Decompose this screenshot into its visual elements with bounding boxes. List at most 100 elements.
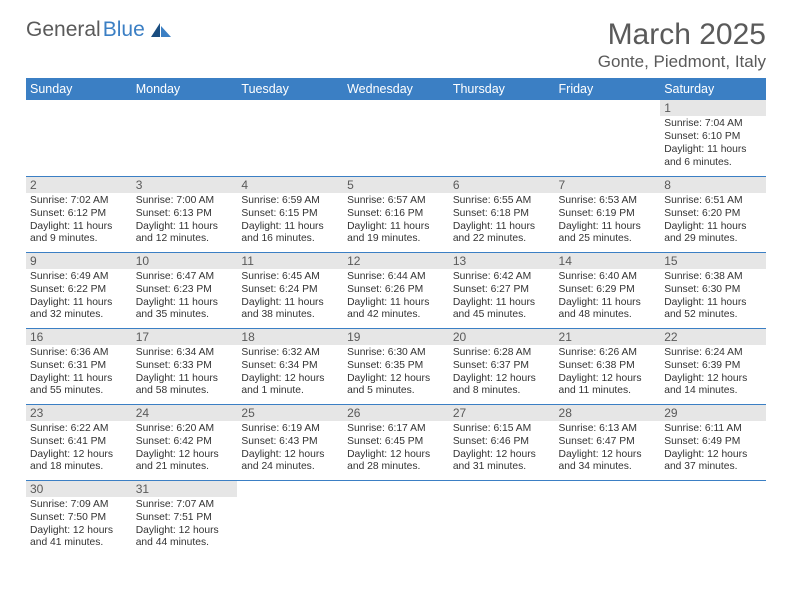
day-details: Sunrise: 6:17 AMSunset: 6:45 PMDaylight:… — [343, 421, 449, 478]
day-details: Sunrise: 6:26 AMSunset: 6:38 PMDaylight:… — [555, 345, 661, 402]
day-cell: 18Sunrise: 6:32 AMSunset: 6:34 PMDayligh… — [237, 328, 343, 404]
day-cell: 10Sunrise: 6:47 AMSunset: 6:23 PMDayligh… — [132, 252, 238, 328]
day-number: 24 — [132, 405, 238, 421]
day-details: Sunrise: 6:11 AMSunset: 6:49 PMDaylight:… — [660, 421, 766, 478]
empty-cell — [555, 480, 661, 556]
day-cell: 23Sunrise: 6:22 AMSunset: 6:41 PMDayligh… — [26, 404, 132, 480]
day-details: Sunrise: 7:07 AMSunset: 7:51 PMDaylight:… — [132, 497, 238, 554]
day-header: Thursday — [449, 78, 555, 100]
day-details: Sunrise: 6:30 AMSunset: 6:35 PMDaylight:… — [343, 345, 449, 402]
day-cell: 3Sunrise: 7:00 AMSunset: 6:13 PMDaylight… — [132, 176, 238, 252]
day-details: Sunrise: 6:57 AMSunset: 6:16 PMDaylight:… — [343, 193, 449, 250]
logo: GeneralBlue — [26, 18, 173, 42]
day-cell: 22Sunrise: 6:24 AMSunset: 6:39 PMDayligh… — [660, 328, 766, 404]
day-cell: 4Sunrise: 6:59 AMSunset: 6:15 PMDaylight… — [237, 176, 343, 252]
day-number: 21 — [555, 329, 661, 345]
day-cell: 31Sunrise: 7:07 AMSunset: 7:51 PMDayligh… — [132, 480, 238, 556]
day-number: 25 — [237, 405, 343, 421]
day-details: Sunrise: 6:20 AMSunset: 6:42 PMDaylight:… — [132, 421, 238, 478]
day-details: Sunrise: 6:36 AMSunset: 6:31 PMDaylight:… — [26, 345, 132, 402]
day-cell: 13Sunrise: 6:42 AMSunset: 6:27 PMDayligh… — [449, 252, 555, 328]
day-cell: 25Sunrise: 6:19 AMSunset: 6:43 PMDayligh… — [237, 404, 343, 480]
day-number: 22 — [660, 329, 766, 345]
day-details: Sunrise: 6:53 AMSunset: 6:19 PMDaylight:… — [555, 193, 661, 250]
day-details: Sunrise: 7:00 AMSunset: 6:13 PMDaylight:… — [132, 193, 238, 250]
empty-cell — [26, 100, 132, 176]
day-number: 1 — [660, 100, 766, 116]
day-details: Sunrise: 6:44 AMSunset: 6:26 PMDaylight:… — [343, 269, 449, 326]
day-cell: 12Sunrise: 6:44 AMSunset: 6:26 PMDayligh… — [343, 252, 449, 328]
logo-text-blue: Blue — [103, 18, 145, 42]
day-number: 20 — [449, 329, 555, 345]
empty-cell — [237, 480, 343, 556]
day-cell: 16Sunrise: 6:36 AMSunset: 6:31 PMDayligh… — [26, 328, 132, 404]
day-details: Sunrise: 6:19 AMSunset: 6:43 PMDaylight:… — [237, 421, 343, 478]
day-number: 29 — [660, 405, 766, 421]
month-title: March 2025 — [598, 18, 766, 52]
day-cell: 5Sunrise: 6:57 AMSunset: 6:16 PMDaylight… — [343, 176, 449, 252]
day-header: Monday — [132, 78, 238, 100]
day-number: 19 — [343, 329, 449, 345]
day-cell: 8Sunrise: 6:51 AMSunset: 6:20 PMDaylight… — [660, 176, 766, 252]
day-header: Friday — [555, 78, 661, 100]
empty-cell — [660, 480, 766, 556]
day-header: Saturday — [660, 78, 766, 100]
empty-cell — [449, 480, 555, 556]
day-cell: 7Sunrise: 6:53 AMSunset: 6:19 PMDaylight… — [555, 176, 661, 252]
day-details: Sunrise: 6:28 AMSunset: 6:37 PMDaylight:… — [449, 345, 555, 402]
day-number: 7 — [555, 177, 661, 193]
day-details: Sunrise: 6:47 AMSunset: 6:23 PMDaylight:… — [132, 269, 238, 326]
day-number: 13 — [449, 253, 555, 269]
day-number: 30 — [26, 481, 132, 497]
day-number: 11 — [237, 253, 343, 269]
day-number: 27 — [449, 405, 555, 421]
logo-text-gray: General — [26, 18, 101, 42]
title-block: March 2025 Gonte, Piedmont, Italy — [598, 18, 766, 72]
day-cell: 9Sunrise: 6:49 AMSunset: 6:22 PMDaylight… — [26, 252, 132, 328]
week-row: 30Sunrise: 7:09 AMSunset: 7:50 PMDayligh… — [26, 480, 766, 556]
day-cell: 24Sunrise: 6:20 AMSunset: 6:42 PMDayligh… — [132, 404, 238, 480]
empty-cell — [555, 100, 661, 176]
day-cell: 6Sunrise: 6:55 AMSunset: 6:18 PMDaylight… — [449, 176, 555, 252]
day-number: 18 — [237, 329, 343, 345]
empty-cell — [343, 100, 449, 176]
day-number: 4 — [237, 177, 343, 193]
day-number: 16 — [26, 329, 132, 345]
day-header-row: SundayMondayTuesdayWednesdayThursdayFrid… — [26, 78, 766, 100]
day-header: Wednesday — [343, 78, 449, 100]
day-number: 31 — [132, 481, 238, 497]
day-number: 23 — [26, 405, 132, 421]
week-row: 16Sunrise: 6:36 AMSunset: 6:31 PMDayligh… — [26, 328, 766, 404]
week-row: 1Sunrise: 7:04 AMSunset: 6:10 PMDaylight… — [26, 100, 766, 176]
day-details: Sunrise: 6:24 AMSunset: 6:39 PMDaylight:… — [660, 345, 766, 402]
day-cell: 17Sunrise: 6:34 AMSunset: 6:33 PMDayligh… — [132, 328, 238, 404]
day-number: 15 — [660, 253, 766, 269]
day-number: 26 — [343, 405, 449, 421]
day-details: Sunrise: 6:38 AMSunset: 6:30 PMDaylight:… — [660, 269, 766, 326]
day-cell: 20Sunrise: 6:28 AMSunset: 6:37 PMDayligh… — [449, 328, 555, 404]
location: Gonte, Piedmont, Italy — [598, 52, 766, 72]
day-details: Sunrise: 6:51 AMSunset: 6:20 PMDaylight:… — [660, 193, 766, 250]
day-cell: 30Sunrise: 7:09 AMSunset: 7:50 PMDayligh… — [26, 480, 132, 556]
day-number: 3 — [132, 177, 238, 193]
day-number: 10 — [132, 253, 238, 269]
day-details: Sunrise: 6:15 AMSunset: 6:46 PMDaylight:… — [449, 421, 555, 478]
day-number: 2 — [26, 177, 132, 193]
day-details: Sunrise: 6:32 AMSunset: 6:34 PMDaylight:… — [237, 345, 343, 402]
day-cell: 2Sunrise: 7:02 AMSunset: 6:12 PMDaylight… — [26, 176, 132, 252]
day-details: Sunrise: 6:13 AMSunset: 6:47 PMDaylight:… — [555, 421, 661, 478]
day-cell: 15Sunrise: 6:38 AMSunset: 6:30 PMDayligh… — [660, 252, 766, 328]
day-cell: 1Sunrise: 7:04 AMSunset: 6:10 PMDaylight… — [660, 100, 766, 176]
empty-cell — [237, 100, 343, 176]
day-details: Sunrise: 6:34 AMSunset: 6:33 PMDaylight:… — [132, 345, 238, 402]
day-number: 8 — [660, 177, 766, 193]
day-details: Sunrise: 6:22 AMSunset: 6:41 PMDaylight:… — [26, 421, 132, 478]
day-cell: 27Sunrise: 6:15 AMSunset: 6:46 PMDayligh… — [449, 404, 555, 480]
day-number: 17 — [132, 329, 238, 345]
day-details: Sunrise: 6:59 AMSunset: 6:15 PMDaylight:… — [237, 193, 343, 250]
day-details: Sunrise: 6:40 AMSunset: 6:29 PMDaylight:… — [555, 269, 661, 326]
calendar-page: GeneralBlue March 2025 Gonte, Piedmont, … — [0, 0, 792, 556]
day-cell: 26Sunrise: 6:17 AMSunset: 6:45 PMDayligh… — [343, 404, 449, 480]
day-number: 14 — [555, 253, 661, 269]
day-number: 9 — [26, 253, 132, 269]
